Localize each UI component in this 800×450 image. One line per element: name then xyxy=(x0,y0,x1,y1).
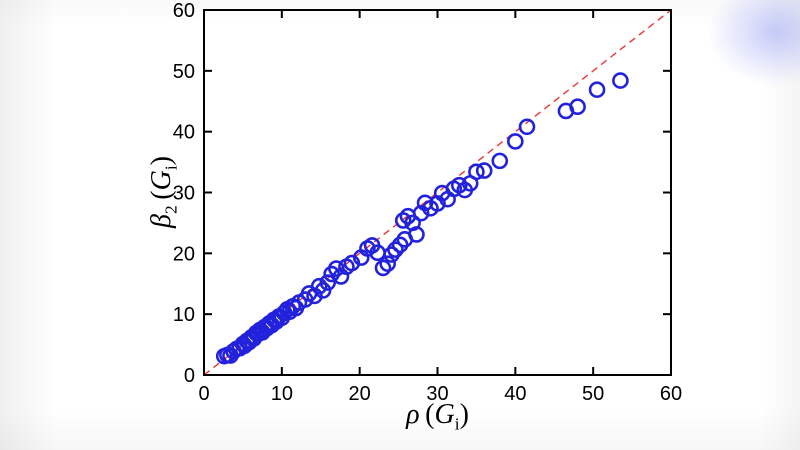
y-axis-label: β2 (Gi) xyxy=(146,156,181,228)
x-tick-label: 10 xyxy=(271,383,293,405)
data-point-marker xyxy=(379,255,396,272)
x-tick-label: 30 xyxy=(426,383,448,405)
data-point-marker xyxy=(319,274,337,291)
data-point-marker xyxy=(416,194,434,212)
rho-symbol: ρ xyxy=(406,399,420,430)
x-tick-label: 60 xyxy=(660,383,682,405)
beta-symbol: β xyxy=(146,214,177,228)
y-tick-label: 40 xyxy=(173,122,195,144)
data-point-marker xyxy=(491,152,509,170)
data-point-marker xyxy=(588,81,606,98)
data-point-marker xyxy=(374,259,392,277)
x-tick-label: 50 xyxy=(582,383,604,405)
y-tick-label: 60 xyxy=(173,0,195,22)
x-tick-label: 40 xyxy=(504,383,526,405)
data-point-marker xyxy=(468,163,485,181)
data-point-marker xyxy=(518,118,536,136)
y-tick-label: 10 xyxy=(173,304,195,326)
data-point-marker xyxy=(507,133,524,150)
y-tick-label: 20 xyxy=(173,243,195,265)
x-tick-label: 0 xyxy=(198,383,209,405)
data-point-marker xyxy=(387,241,404,258)
data-point-marker xyxy=(306,287,323,305)
data-point-marker xyxy=(408,226,425,243)
data-point-marker xyxy=(310,277,328,295)
data-point-marker xyxy=(475,162,493,179)
y-tick-label: 0 xyxy=(184,365,195,387)
x-axis-label: ρ (Gi) xyxy=(406,399,469,434)
x-tick-label: 20 xyxy=(349,383,371,405)
y-tick-label: 50 xyxy=(173,61,195,83)
data-point-marker xyxy=(412,204,430,222)
data-point-marker xyxy=(612,72,629,89)
y-tick-label: 30 xyxy=(173,183,195,205)
data-point-marker xyxy=(569,98,586,116)
data-point-marker xyxy=(394,212,412,229)
